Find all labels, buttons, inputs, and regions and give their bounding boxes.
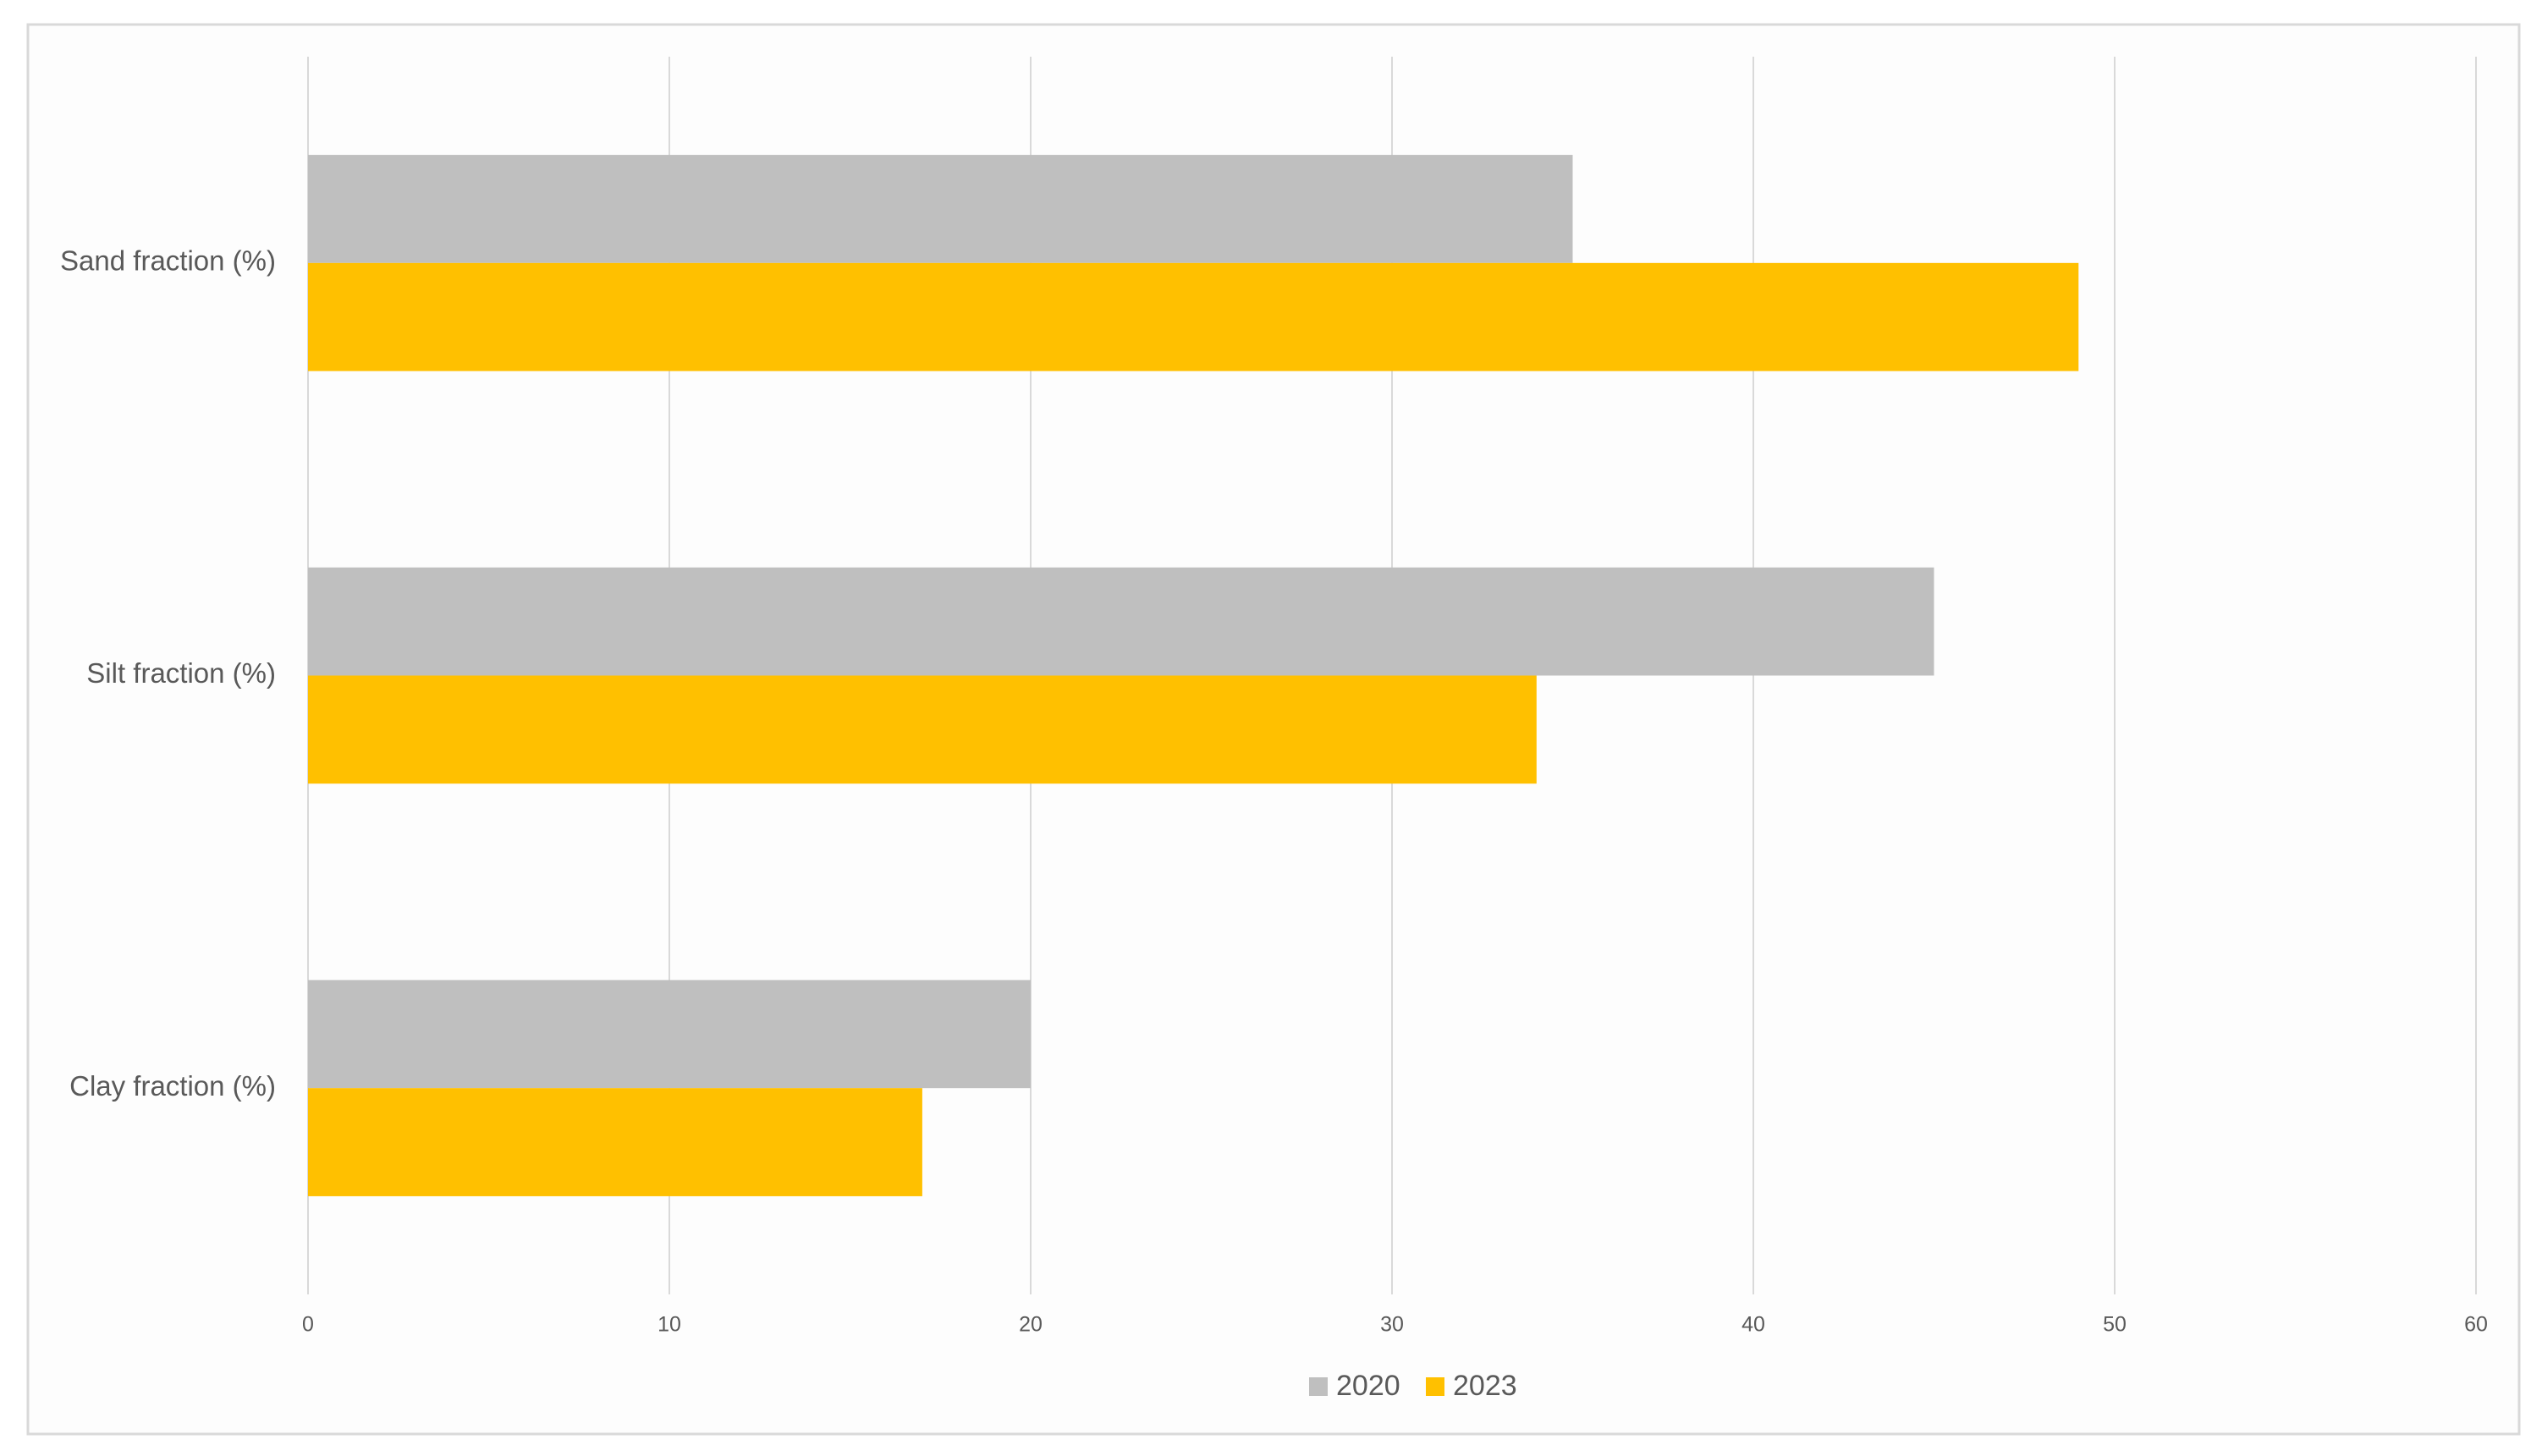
bar — [308, 980, 1031, 1089]
legend-swatch — [1426, 1377, 1444, 1396]
y-tick-label: Sand fraction (%) — [60, 245, 276, 277]
y-tick-label: Silt fraction (%) — [86, 657, 276, 689]
x-tick-label: 0 — [302, 1313, 314, 1337]
bar — [308, 262, 2079, 371]
x-tick-label: 30 — [1380, 1313, 1404, 1337]
x-tick-label: 40 — [1741, 1313, 1765, 1337]
legend-swatch — [1309, 1377, 1328, 1396]
bar — [308, 567, 1934, 676]
bar — [308, 1088, 922, 1196]
y-tick-label: Clay fraction (%) — [69, 1070, 276, 1102]
x-tick-label: 10 — [658, 1313, 681, 1337]
x-tick-label: 50 — [2103, 1313, 2127, 1337]
bar — [308, 675, 1537, 784]
bar — [308, 155, 1573, 263]
legend-label: 2023 — [1453, 1370, 1517, 1402]
x-tick-label: 20 — [1019, 1313, 1043, 1337]
legend-label: 2020 — [1336, 1370, 1400, 1402]
x-tick-label: 60 — [2464, 1313, 2488, 1337]
